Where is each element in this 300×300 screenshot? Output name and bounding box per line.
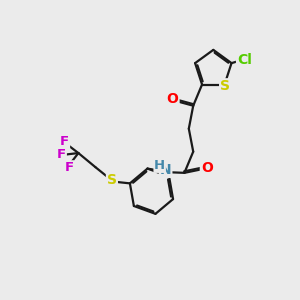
- Text: F: F: [64, 161, 74, 174]
- Text: O: O: [201, 160, 213, 175]
- Text: F: F: [60, 135, 69, 148]
- Text: H: H: [154, 159, 165, 172]
- Text: S: S: [220, 79, 230, 93]
- Text: N: N: [160, 163, 171, 177]
- Text: S: S: [107, 173, 117, 188]
- Text: F: F: [57, 148, 66, 161]
- Text: O: O: [167, 92, 178, 106]
- Text: Cl: Cl: [237, 52, 252, 67]
